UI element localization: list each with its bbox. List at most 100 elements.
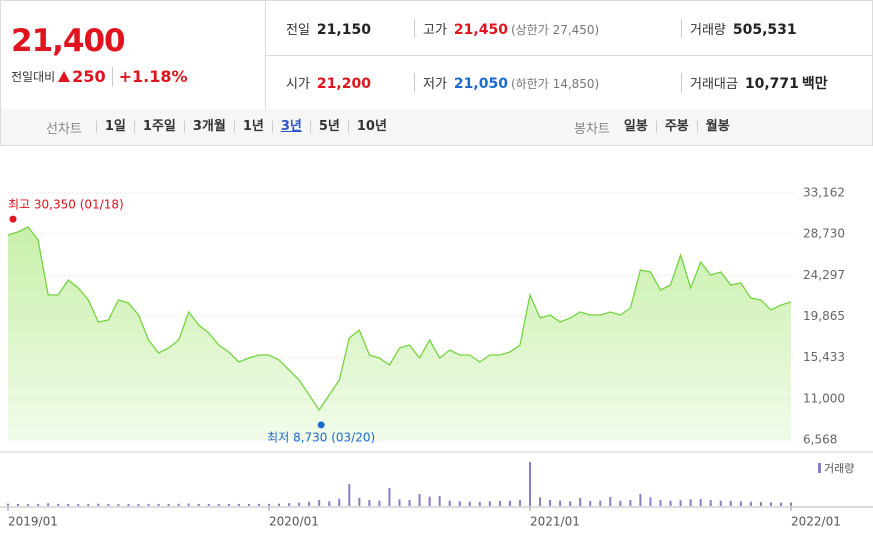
volume-bar	[649, 497, 652, 506]
volume-bar	[759, 502, 762, 506]
volume-bar	[308, 501, 311, 506]
period-tab[interactable]: 5년	[309, 120, 348, 133]
quote-item: 저가 21,050 (하한가 14,850)	[414, 73, 599, 92]
quote-item: 전일 21,150	[286, 19, 371, 38]
period-tab[interactable]: 3개월	[183, 120, 234, 133]
volume-bar	[589, 501, 592, 506]
volume-bar	[790, 502, 792, 506]
volume-bar	[539, 497, 542, 506]
volume-bar	[358, 498, 361, 506]
item-label: 거래량	[690, 23, 726, 38]
change-value: 250	[72, 67, 106, 86]
volume-bar	[518, 500, 521, 506]
volume-bar	[328, 501, 331, 506]
volume-bar	[749, 501, 752, 506]
volume-bar	[348, 484, 351, 506]
volume-bar	[619, 500, 622, 506]
volume-bar	[438, 496, 441, 506]
volume-bar	[338, 498, 341, 506]
change-rate: +1.18%	[111, 67, 188, 86]
volume-bar	[448, 500, 451, 506]
item-value: 505,531	[732, 22, 797, 38]
volume-bar	[77, 504, 80, 506]
volume-bar	[177, 503, 180, 506]
volume-bar	[37, 503, 40, 506]
period-tab[interactable]: 1년	[233, 120, 272, 133]
volume-bar	[227, 504, 230, 506]
change-label: 전일대비	[11, 70, 56, 84]
period-tab[interactable]: 3년	[271, 120, 310, 133]
quote-item: 고가 21,450 (상한가 27,450)	[414, 19, 599, 38]
volume-bar	[719, 500, 722, 506]
volume-bar	[378, 500, 381, 506]
item-note: (하한가 14,850)	[510, 77, 600, 91]
volume-bar	[268, 503, 270, 506]
item-value: 21,450	[453, 22, 508, 38]
volume-bar	[669, 500, 672, 506]
candle-tabs: 봉차트 일봉 주봉 월봉	[574, 109, 738, 145]
volume-bar	[408, 500, 411, 506]
volume-bar	[629, 500, 632, 506]
volume-legend: 거래량	[824, 462, 854, 475]
price: 21,400	[11, 23, 126, 59]
line-chart-label: 선차트	[46, 121, 82, 137]
volume-bar	[418, 494, 421, 506]
volume-bar	[398, 499, 401, 506]
up-arrow	[58, 71, 71, 82]
volume-bar	[117, 504, 120, 506]
area	[8, 227, 791, 440]
volume-bar	[217, 504, 220, 506]
volume-bar	[67, 504, 70, 506]
volume-bar	[508, 500, 511, 506]
volume-bar	[679, 500, 682, 506]
chart-tabs: 선차트 1일 1주일 3개월 1년 3년 5년 10년 봉차트 일봉 주봉 월봉	[0, 109, 873, 146]
volume-bar	[709, 500, 712, 506]
high-marker	[9, 215, 17, 223]
volume-bar	[659, 500, 662, 506]
period-tab[interactable]: 1주일	[133, 120, 184, 133]
candle-tab[interactable]: 월봉	[696, 120, 738, 133]
volume-bar	[599, 500, 602, 506]
volume-bar	[288, 503, 291, 506]
volume-bar	[318, 500, 321, 506]
volume-bar	[187, 503, 190, 506]
item-label: 전일	[286, 23, 310, 38]
item-value: 21,050	[453, 76, 508, 92]
y-tick-label: 28,730	[803, 227, 845, 241]
x-tick-label: 2020/01	[269, 515, 319, 529]
quote-item: 시가 21,200	[286, 73, 371, 92]
volume-bar	[247, 504, 250, 506]
volume-bar	[237, 503, 240, 506]
item-value: 21,200	[316, 76, 371, 92]
y-tick-label: 11,000	[803, 391, 845, 405]
volume-bar	[207, 504, 210, 506]
y-tick-label: 6,568	[803, 433, 837, 447]
volume-bar	[699, 499, 702, 506]
volume-bar	[368, 500, 371, 506]
volume-bar	[27, 504, 30, 506]
candle-tab[interactable]: 일봉	[623, 119, 648, 134]
volume-bar	[388, 488, 391, 506]
volume-bar	[729, 501, 732, 506]
volume-bar	[57, 503, 60, 506]
candle-tab[interactable]: 주봉	[655, 120, 697, 133]
y-tick-label: 15,433	[803, 350, 845, 364]
x-tick-label: 2021/01	[530, 515, 580, 529]
volume-bar	[689, 499, 692, 506]
item-label: 시가	[286, 77, 310, 92]
period-tab[interactable]: 10년	[347, 120, 395, 133]
volume-bar	[157, 503, 160, 506]
period-tab[interactable]: 1일	[95, 120, 134, 133]
price-box: 21,400 전일대비 250 +1.18%	[1, 1, 266, 109]
item-unit: 백만	[801, 76, 828, 92]
item-label: 고가	[423, 23, 447, 38]
x-tick-label: 2019/01	[8, 515, 58, 529]
volume-bar	[87, 503, 90, 506]
row-divider	[266, 55, 872, 56]
volume-bar	[298, 502, 301, 506]
volume-bar	[147, 503, 150, 506]
volume-bar	[549, 500, 552, 506]
volume-bar	[769, 502, 772, 506]
